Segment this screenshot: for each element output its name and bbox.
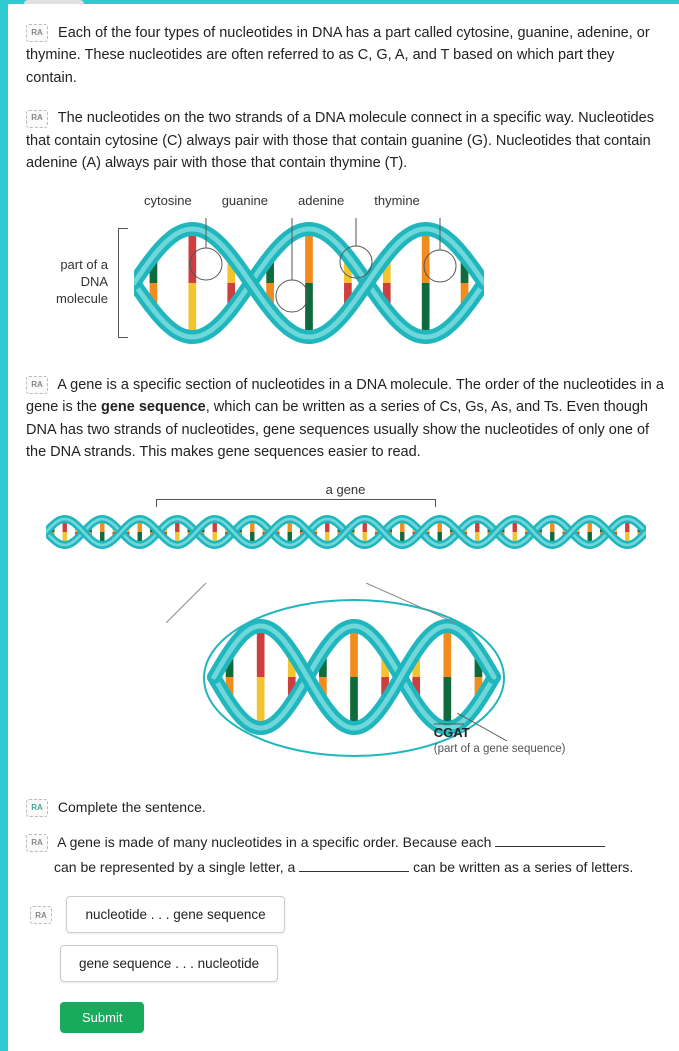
top-tab-decor xyxy=(24,0,84,4)
read-aloud-icon[interactable]: RA xyxy=(30,906,52,924)
paragraph-2-text: The nucleotides on the two strands of a … xyxy=(26,110,654,171)
read-aloud-icon[interactable]: RA xyxy=(26,799,48,817)
question-header: Complete the sentence. xyxy=(58,799,206,815)
label-adenine: adenine xyxy=(298,193,344,208)
long-helix-svg xyxy=(46,511,646,553)
read-aloud-icon[interactable]: RA xyxy=(26,834,48,852)
lesson-page: RA Each of the four types of nucleotides… xyxy=(0,0,679,1051)
read-aloud-icon[interactable]: RA xyxy=(26,24,48,42)
paragraph-1-text: Each of the four types of nucleotides in… xyxy=(26,25,650,86)
paragraph-3: RA A gene is a specific section of nucle… xyxy=(26,374,665,464)
label-thymine: thymine xyxy=(374,193,420,208)
question-sentence: RA A gene is made of many nucleotides in… xyxy=(26,830,665,880)
blank-1 xyxy=(495,833,605,847)
paragraph-2: RA The nucleotides on the two strands of… xyxy=(26,107,665,174)
label-cytosine: cytosine xyxy=(144,193,192,208)
answer-option-1[interactable]: nucleotide . . . gene sequence xyxy=(66,896,284,933)
gene-top-label: a gene xyxy=(26,482,665,497)
submit-button[interactable]: Submit xyxy=(60,1002,144,1033)
question-block: RA Complete the sentence. RA A gene is m… xyxy=(26,795,665,1034)
label-guanine: guanine xyxy=(222,193,268,208)
answer-option-2[interactable]: gene sequence . . . nucleotide xyxy=(60,945,278,982)
helix-svg-1 xyxy=(134,218,484,348)
zoom-region: CGAT (part of a gene sequence) xyxy=(46,583,646,773)
gene-diagram: a gene CGAT (part of a gene sequence) xyxy=(26,482,665,773)
cgat-callout: CGAT (part of a gene sequence) xyxy=(434,723,566,755)
question-header-line: RA Complete the sentence. xyxy=(26,795,665,820)
dna-diagram-1: cytosine guanine adenine thymine part of… xyxy=(26,193,665,348)
gene-bracket-icon xyxy=(156,499,436,507)
read-aloud-icon[interactable]: RA xyxy=(26,110,48,128)
bracket-icon xyxy=(118,228,128,338)
paragraph-3-bold: gene sequence xyxy=(101,399,206,415)
blank-2 xyxy=(299,858,409,872)
side-bracket-label: part of a DNA molecule xyxy=(56,257,118,308)
paragraph-1: RA Each of the four types of nucleotides… xyxy=(26,22,665,89)
read-aloud-icon[interactable]: RA xyxy=(26,376,48,394)
base-labels-row: cytosine guanine adenine thymine xyxy=(144,193,665,208)
